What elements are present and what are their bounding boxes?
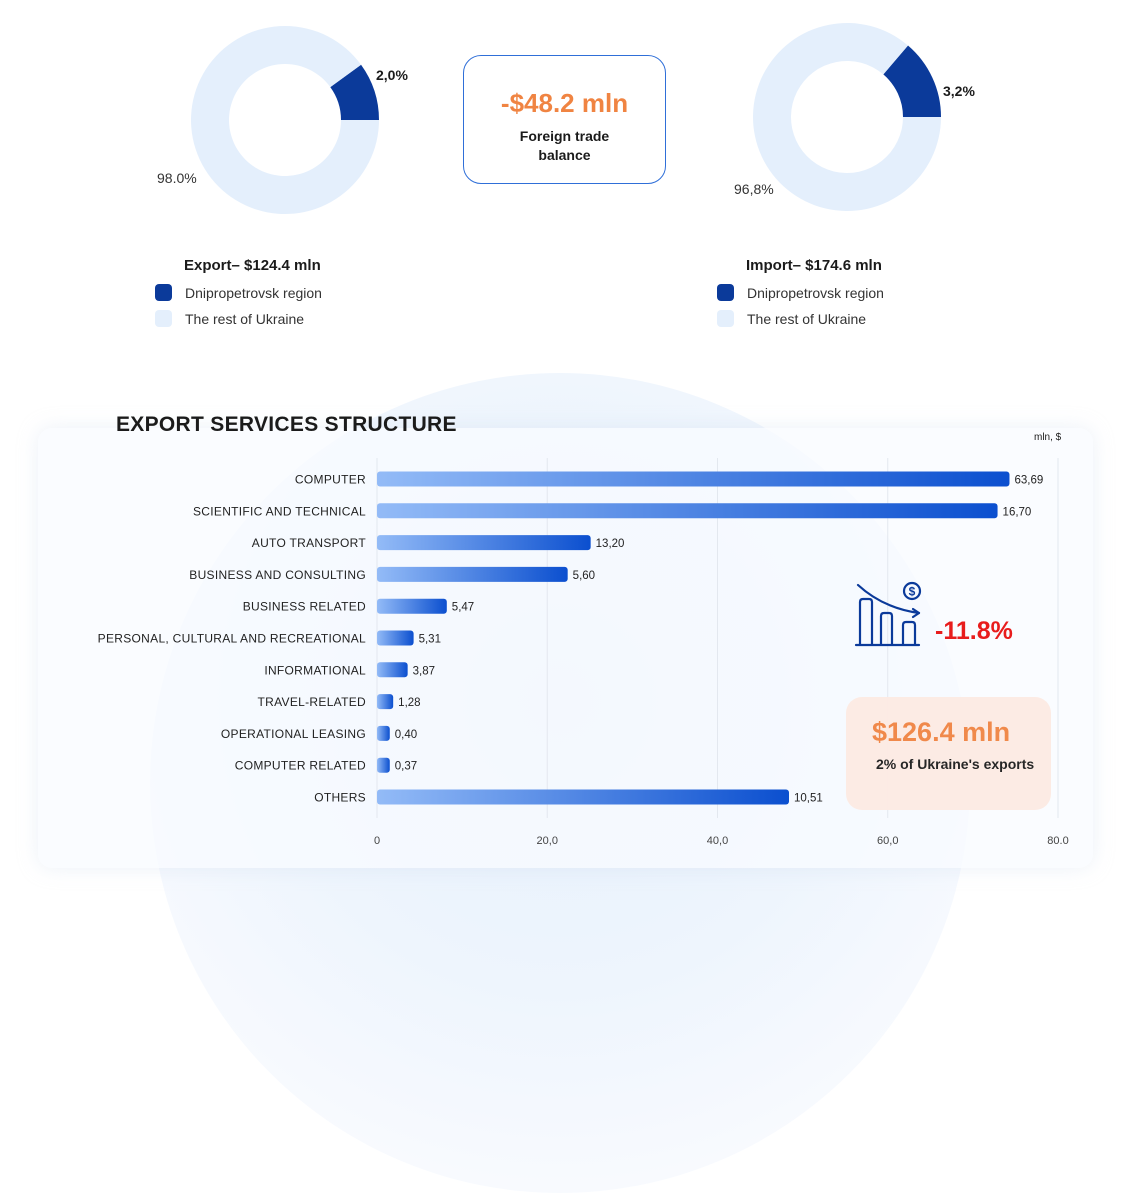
- legend-label: Dnipropetrovsk region: [185, 284, 322, 301]
- category-label: COMPUTER RELATED: [235, 759, 366, 773]
- region-swatch: [155, 284, 172, 301]
- svg-text:$: $: [909, 585, 916, 599]
- bar: [377, 694, 394, 710]
- x-tick-label: 40,0: [707, 835, 728, 847]
- bar: [377, 503, 998, 519]
- x-tick-label: 60,0: [877, 835, 898, 847]
- rest-swatch: [717, 310, 734, 327]
- value-label: 5,47: [452, 602, 474, 614]
- import-legend-title: Import– $174.6 mln: [746, 257, 882, 274]
- category-label: PERSONAL, CULTURAL AND RECREATIONAL: [98, 632, 366, 646]
- value-label: 63,69: [1014, 475, 1043, 487]
- value-label: 3,87: [413, 665, 435, 677]
- legend-label: The rest of Ukraine: [747, 310, 867, 327]
- category-label: OTHERS: [314, 791, 366, 805]
- category-label: BUSINESS RELATED: [243, 600, 366, 614]
- bar: [377, 757, 390, 773]
- export-donut-chart: [190, 25, 379, 214]
- category-label: TRAVEL-RELATED: [258, 695, 366, 709]
- export-services-bar-chart: COMPUTER 63,69 SCIENTIFIC AND TECHNICAL 16,…: [98, 458, 1069, 847]
- value-label: 1,28: [398, 697, 420, 709]
- value-label: 10,51: [794, 793, 823, 805]
- x-tick-label: 80.0: [1047, 835, 1068, 847]
- trade-balance-value: -$48.2 mln: [500, 88, 629, 118]
- bar: [377, 725, 390, 741]
- bar: [377, 662, 408, 678]
- export-region-pct-label: 2,0%: [376, 67, 408, 83]
- import-region-pct-label: 3,2%: [943, 83, 975, 99]
- export-legend-item-region: Dnipropetrovsk region: [155, 284, 322, 301]
- import-legend-item-region: Dnipropetrovsk region: [717, 284, 884, 301]
- category-label: OPERATIONAL LEASING: [221, 727, 366, 741]
- value-label: 0,37: [395, 761, 417, 773]
- category-label: BUSINESS AND CONSULTING: [189, 568, 366, 582]
- import-region-slice: [883, 45, 941, 117]
- value-label: 5,60: [573, 570, 595, 582]
- export-rest-pct-label: 98.0%: [157, 170, 197, 186]
- trade-balance-label: Foreign trade balance: [519, 128, 610, 163]
- category-label: AUTO TRANSPORT: [252, 536, 367, 550]
- export-region-slice: [330, 64, 379, 120]
- import-legend-item-rest: The rest of Ukraine: [717, 310, 866, 327]
- category-label: COMPUTER: [295, 473, 366, 487]
- value-label: 13,20: [596, 538, 625, 550]
- import-rest-slice: [753, 23, 941, 212]
- total-services-value: $126.4 mln: [872, 717, 1011, 747]
- import-rest-pct-label: 96,8%: [734, 181, 774, 197]
- total-services-label: 2% of Ukraine's exports: [876, 756, 1035, 772]
- bar: [377, 789, 790, 805]
- value-label: 16,70: [1003, 506, 1032, 518]
- services-section-title: EXPORT SERVICES STRUCTURE: [116, 413, 457, 436]
- x-tick-label: 0: [374, 835, 380, 847]
- export-change-value: -11.8%: [935, 617, 1013, 645]
- export-legend-item-rest: The rest of Ukraine: [155, 310, 304, 327]
- total-services-card: $126.4 mln 2% of Ukraine's exports: [846, 697, 1051, 810]
- chart-decline-dollar-icon: $: [854, 581, 922, 647]
- legend-label: Dnipropetrovsk region: [747, 284, 884, 301]
- x-tick-label: 20,0: [537, 835, 558, 847]
- legend-label: The rest of Ukraine: [185, 310, 305, 327]
- bar: [377, 566, 568, 582]
- category-label: INFORMATIONAL: [264, 663, 366, 677]
- export-legend-title: Export– $124.4 mln: [184, 257, 321, 274]
- chart-unit-label: mln, $: [1034, 432, 1062, 443]
- category-label: SCIENTIFIC AND TECHNICAL: [193, 504, 366, 518]
- value-label: 5,31: [419, 634, 441, 646]
- bar: [377, 471, 1010, 487]
- rest-swatch: [155, 310, 172, 327]
- bar: [377, 535, 591, 551]
- import-donut-chart: [753, 23, 941, 212]
- value-label: 0,40: [395, 729, 417, 741]
- trade-balance-card: -$48.2 mln Foreign trade balance: [463, 55, 666, 184]
- export-rest-slice: [190, 25, 379, 214]
- bar: [377, 630, 414, 646]
- bar: [377, 598, 447, 614]
- region-swatch: [717, 284, 734, 301]
